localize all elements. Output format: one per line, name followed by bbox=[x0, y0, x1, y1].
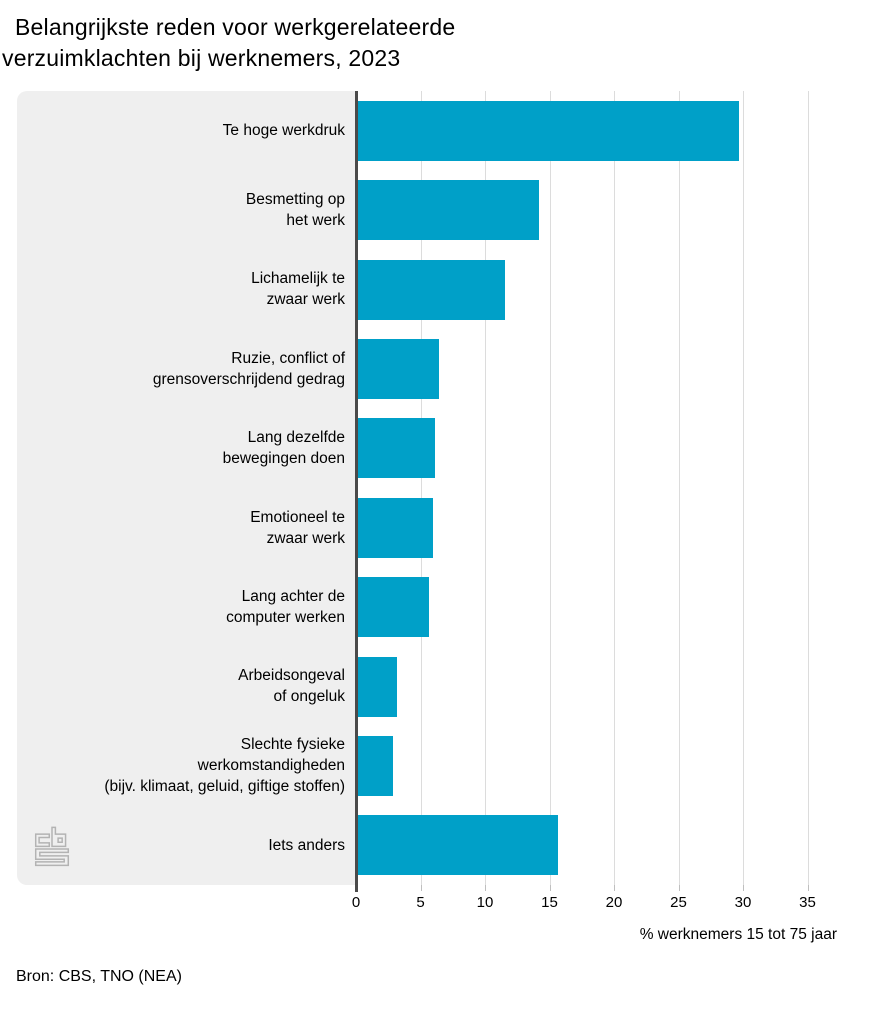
cbs-logo-icon bbox=[34, 826, 70, 867]
x-axis-tick bbox=[614, 885, 615, 891]
gridline bbox=[485, 91, 486, 885]
page-title-line2: verzuimklachten bij werknemers, 2023 bbox=[2, 45, 401, 71]
bar bbox=[358, 577, 429, 638]
gridline bbox=[614, 91, 615, 885]
category-label: Iets anders bbox=[268, 836, 345, 854]
x-tick-label: 15 bbox=[541, 894, 558, 911]
bar bbox=[358, 338, 440, 399]
x-tick-label: 25 bbox=[670, 894, 687, 911]
bar bbox=[358, 100, 739, 161]
x-tick-label: 5 bbox=[416, 894, 425, 911]
category-label: Lang dezelfde bewegingen doen bbox=[222, 429, 345, 468]
category-label: Arbeidsongeval of ongeluk bbox=[238, 667, 345, 706]
gridline bbox=[807, 91, 809, 885]
category-label: Emotioneel te zwaar werk bbox=[250, 508, 345, 547]
x-tick-label: 10 bbox=[476, 894, 494, 911]
bar bbox=[358, 418, 436, 479]
source-note: Bron: CBS, TNO (NEA) bbox=[16, 968, 182, 985]
category-label: Te hoge werkdruk bbox=[222, 122, 345, 140]
category-label: Lichamelijk te zwaar werk bbox=[251, 270, 345, 309]
x-axis-tick bbox=[807, 885, 809, 891]
gridline bbox=[678, 91, 680, 885]
x-tick-label: 20 bbox=[605, 894, 623, 911]
bar bbox=[358, 180, 539, 241]
x-axis-tick bbox=[485, 885, 486, 891]
bar-chart: Te hoge werkdruk Besmetting op het werk Li… bbox=[0, 91, 878, 892]
category-label: Ruzie, conflict of grensoverschrijdend g… bbox=[152, 349, 345, 388]
x-tick-label: 0 bbox=[351, 894, 361, 911]
page-title-line1: Belangrijkste reden voor werkgerelateerd… bbox=[15, 14, 456, 40]
gridline bbox=[549, 91, 551, 885]
x-axis-tick bbox=[420, 885, 422, 891]
page-title: Belangrijkste reden voor werkgerelateerd… bbox=[2, 12, 455, 74]
bar bbox=[358, 259, 506, 320]
plot-area bbox=[355, 91, 878, 892]
category-label: Besmetting op het werk bbox=[245, 191, 345, 230]
bar bbox=[358, 815, 558, 876]
x-tick-label: 30 bbox=[734, 894, 752, 911]
bar bbox=[358, 735, 393, 796]
x-axis-tick bbox=[678, 885, 680, 891]
bar bbox=[358, 497, 433, 558]
x-axis-tick bbox=[549, 885, 551, 891]
category-label: Lang achter de computer werken bbox=[226, 588, 345, 627]
gridline bbox=[743, 91, 744, 885]
x-axis-tick bbox=[743, 885, 744, 891]
y-axis-line bbox=[355, 91, 358, 892]
x-axis-tick-labels: 0 5 10 15 20 25 30 35 bbox=[352, 894, 878, 914]
x-tick-label: 35 bbox=[799, 894, 816, 911]
x-axis-title: % werknemers 15 tot 75 jaar bbox=[639, 926, 837, 943]
bar bbox=[358, 656, 397, 717]
category-label: Slechte fysieke werkomstandigheden (bijv… bbox=[104, 736, 345, 796]
category-labels-panel: Te hoge werkdruk Besmetting op het werk Li… bbox=[17, 91, 356, 885]
gridline bbox=[420, 91, 422, 885]
